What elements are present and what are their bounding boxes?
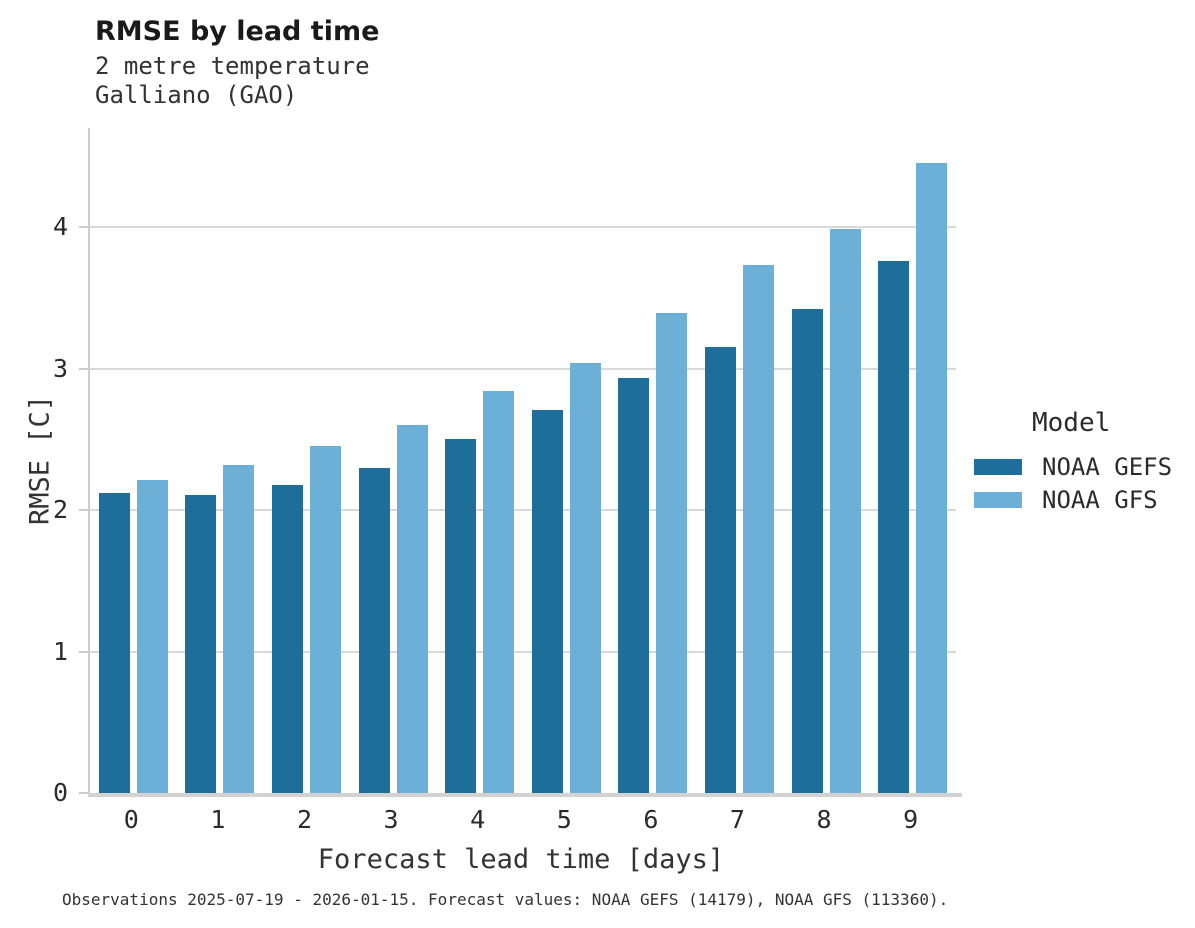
y-tick-label-4: 4 bbox=[52, 212, 68, 242]
gridline-y-4 bbox=[90, 226, 956, 229]
x-tick-label-3: 3 bbox=[383, 805, 399, 834]
bar-noaa-gfs-day-6 bbox=[656, 313, 688, 793]
y-tick-mark-1 bbox=[79, 650, 88, 653]
gridline-y-2 bbox=[90, 509, 956, 512]
bar-noaa-gfs-day-3 bbox=[396, 425, 428, 793]
bar-group-day-6 bbox=[610, 313, 697, 793]
caption-observations: Observations 2025-07-19 - 2026-01-15. Fo… bbox=[62, 890, 949, 909]
chart-subtitle: 2 metre temperature Galliano (GAO) bbox=[95, 52, 370, 110]
plot-area: 0 1 2 3 4 bbox=[53, 128, 962, 807]
gridline-y-1 bbox=[90, 650, 956, 653]
x-axis-label: Forecast lead time [days] bbox=[317, 844, 725, 875]
bar-group-day-8 bbox=[783, 228, 870, 793]
y-tick-label-3: 3 bbox=[52, 353, 68, 383]
x-tick-label-8: 8 bbox=[816, 805, 832, 834]
bar-noaa-gfs-day-8 bbox=[829, 228, 861, 793]
y-tick-mark-3 bbox=[79, 367, 88, 370]
x-tick-label-5: 5 bbox=[556, 805, 572, 834]
y-tick-mark-4 bbox=[79, 226, 88, 229]
x-tick-label-1: 1 bbox=[210, 805, 226, 834]
bar-noaa-gefs-day-3 bbox=[358, 467, 390, 793]
x-tick-label-4: 4 bbox=[470, 805, 486, 834]
legend-label-gefs: NOAA GEFS bbox=[1042, 452, 1173, 481]
bar-noaa-gefs-day-9 bbox=[878, 261, 910, 793]
x-axis-baseline bbox=[88, 793, 962, 797]
y-tick-label-1: 1 bbox=[52, 636, 68, 666]
x-tick-label-9: 9 bbox=[903, 805, 919, 834]
bar-noaa-gefs-day-1 bbox=[185, 494, 217, 793]
bar-noaa-gefs-day-5 bbox=[531, 409, 563, 793]
bar-noaa-gefs-day-7 bbox=[704, 347, 736, 793]
bars-layer bbox=[90, 128, 956, 793]
bar-group-day-0 bbox=[90, 480, 177, 793]
legend-entry-gefs: NOAA GEFS bbox=[974, 450, 1172, 483]
bar-group-day-2 bbox=[263, 446, 350, 793]
y-tick-label-0: 0 bbox=[52, 778, 68, 807]
bar-noaa-gfs-day-2 bbox=[309, 446, 341, 793]
bar-noaa-gefs-day-2 bbox=[271, 484, 303, 793]
bar-noaa-gefs-day-8 bbox=[791, 309, 823, 793]
subtitle-variable: 2 metre temperature bbox=[95, 52, 370, 80]
bar-noaa-gefs-day-4 bbox=[445, 439, 477, 793]
x-tick-label-0: 0 bbox=[123, 805, 139, 834]
x-tick-label-2: 2 bbox=[296, 805, 313, 834]
bar-group-day-5 bbox=[523, 362, 610, 793]
y-axis-label: RMSE [C] bbox=[24, 394, 56, 526]
y-tick-mark-0 bbox=[79, 792, 88, 794]
y-tick-label-2: 2 bbox=[52, 495, 68, 525]
legend: Model NOAA GEFS NOAA GFS bbox=[974, 408, 1172, 516]
legend-title: Model bbox=[1032, 408, 1111, 438]
gefs-color-swatch bbox=[974, 458, 1022, 475]
x-tick-label-7: 7 bbox=[729, 805, 745, 834]
bar-noaa-gfs-day-9 bbox=[916, 163, 948, 793]
bar-noaa-gefs-day-0 bbox=[98, 493, 130, 793]
y-tick-mark-2 bbox=[79, 509, 88, 512]
bar-noaa-gfs-day-7 bbox=[742, 265, 774, 793]
legend-entry-gfs: NOAA GFS bbox=[974, 483, 1172, 516]
bar-noaa-gefs-day-6 bbox=[618, 378, 650, 793]
bar-group-day-4 bbox=[436, 391, 523, 793]
gfs-color-swatch bbox=[974, 491, 1022, 508]
bar-group-day-3 bbox=[350, 425, 437, 793]
legend-label-gfs: NOAA GFS bbox=[1042, 485, 1158, 514]
bar-group-day-7 bbox=[696, 265, 783, 793]
bar-noaa-gfs-day-4 bbox=[483, 391, 515, 793]
bar-noaa-gfs-day-5 bbox=[569, 362, 601, 793]
gridline-y-3 bbox=[90, 367, 956, 370]
bar-noaa-gfs-day-0 bbox=[136, 480, 168, 793]
bar-noaa-gfs-day-1 bbox=[223, 464, 255, 793]
chart-title: RMSE by lead time bbox=[95, 16, 380, 47]
subtitle-station: Galliano (GAO) bbox=[95, 81, 298, 109]
bar-group-day-1 bbox=[177, 464, 264, 793]
x-tick-label-6: 6 bbox=[643, 805, 659, 834]
bar-group-day-9 bbox=[869, 163, 956, 793]
x-tick-labels: 0 1 2 3 4 5 6 7 8 9 bbox=[88, 805, 954, 834]
